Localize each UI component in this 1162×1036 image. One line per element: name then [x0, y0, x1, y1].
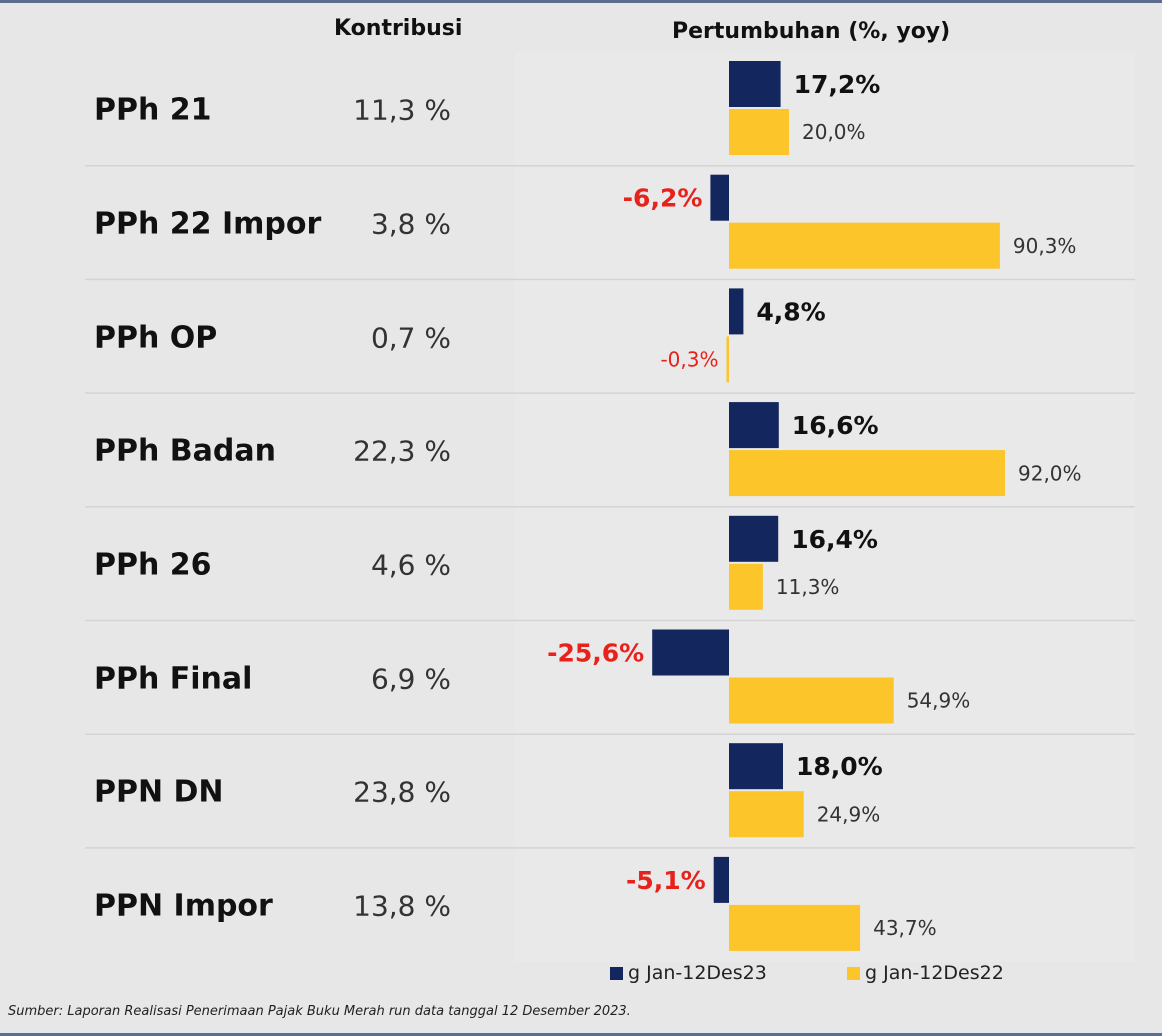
bar-2023 — [713, 856, 729, 903]
category-label: PPN DN — [94, 774, 224, 810]
contribution-value: 13,8 % — [353, 889, 451, 923]
legend-swatch-2022 — [847, 966, 860, 980]
data-label-2022: 43,7% — [873, 916, 937, 940]
category-label: PPh Badan — [94, 433, 276, 469]
data-label-2023: 17,2% — [794, 70, 881, 99]
data-label-2022: 90,3% — [1013, 234, 1077, 258]
data-label-2023: -6,2% — [623, 184, 703, 213]
data-label-2022: 20,0% — [802, 120, 866, 144]
contribution-value: 4,6 % — [370, 548, 451, 582]
contribution-value: 6,9 % — [370, 662, 451, 696]
category-label: PPN Impor — [94, 888, 273, 924]
growth-header: Pertumbuhan (%, yoy) — [672, 19, 951, 44]
top-border — [0, 0, 1162, 3]
data-label-2023: 16,4% — [791, 525, 878, 554]
bar-2022 — [729, 563, 763, 610]
bar-2022 — [729, 109, 789, 155]
contribution-header: Kontribusi — [334, 16, 463, 41]
bar-2023 — [729, 288, 744, 335]
bar-2023 — [652, 629, 729, 676]
category-label: PPh Final — [94, 661, 253, 697]
data-label-2022: 92,0% — [1018, 461, 1082, 485]
data-label-2022: 11,3% — [776, 575, 840, 599]
contribution-value: 23,8 % — [353, 775, 451, 809]
bar-2023 — [710, 174, 729, 221]
category-label: PPh 26 — [94, 547, 212, 583]
contribution-value: 11,3 % — [353, 93, 451, 127]
bar-2023 — [729, 402, 779, 449]
bar-2022 — [726, 336, 729, 383]
source-note: Sumber: Laporan Realisasi Penerimaan Paj… — [8, 1004, 631, 1019]
data-label-2023: -5,1% — [626, 866, 706, 895]
legend-label-2022: g Jan-12Des22 — [865, 962, 1004, 984]
contribution-value: 22,3 % — [353, 434, 451, 468]
data-label-2022: 24,9% — [817, 802, 881, 826]
bottom-border — [0, 1033, 1162, 1036]
category-label: PPh OP — [94, 320, 218, 356]
data-label-2023: 18,0% — [796, 752, 883, 781]
bar-2022 — [729, 791, 804, 838]
data-label-2023: 16,6% — [792, 411, 879, 440]
bar-2023 — [729, 61, 781, 107]
legend-label-2023: g Jan-12Des23 — [628, 962, 767, 984]
bar-2023 — [729, 515, 779, 562]
bar-2022 — [729, 222, 1000, 269]
data-label-2022: -0,3% — [660, 348, 718, 372]
contribution-value: 3,8 % — [370, 207, 451, 241]
data-label-2022: 54,9% — [907, 689, 971, 713]
bar-2023 — [729, 743, 783, 790]
legend-item-2023: g Jan-12Des23 — [610, 962, 767, 984]
data-label-2023: 4,8% — [756, 297, 825, 326]
bar-2022 — [729, 677, 894, 724]
bar-2022 — [729, 904, 861, 951]
contribution-value: 0,7 % — [370, 321, 451, 355]
category-label: PPh 22 Impor — [94, 206, 322, 242]
bar-2022 — [729, 450, 1005, 497]
legend-item-2022: g Jan-12Des22 — [847, 962, 1004, 984]
category-label: PPh 21 — [94, 92, 212, 128]
legend-swatch-2023 — [610, 966, 623, 980]
data-label-2023: -25,6% — [547, 639, 644, 668]
